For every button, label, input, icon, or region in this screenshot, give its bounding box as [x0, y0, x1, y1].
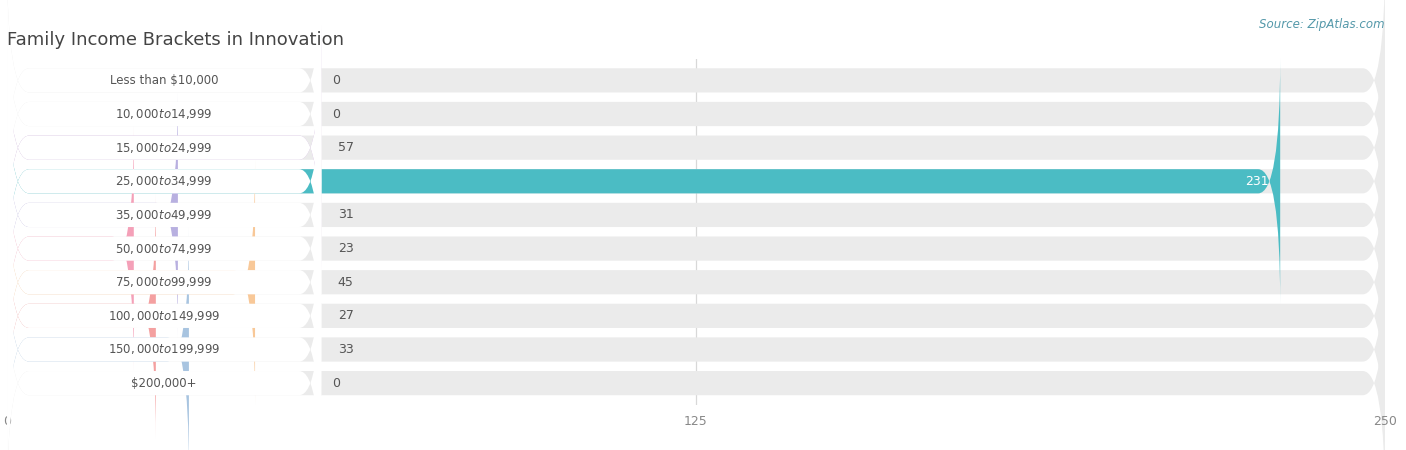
FancyBboxPatch shape: [7, 227, 1385, 450]
Text: 31: 31: [337, 208, 353, 221]
Text: Family Income Brackets in Innovation: Family Income Brackets in Innovation: [7, 31, 344, 49]
FancyBboxPatch shape: [7, 160, 321, 405]
Text: 33: 33: [337, 343, 353, 356]
Text: $75,000 to $99,999: $75,000 to $99,999: [115, 275, 212, 289]
Text: 27: 27: [337, 309, 353, 322]
FancyBboxPatch shape: [7, 93, 1385, 338]
Text: Less than $10,000: Less than $10,000: [110, 74, 218, 87]
Text: 0: 0: [332, 74, 340, 87]
FancyBboxPatch shape: [7, 227, 321, 450]
Text: 57: 57: [337, 141, 354, 154]
Text: $150,000 to $199,999: $150,000 to $199,999: [108, 342, 221, 356]
Text: 23: 23: [337, 242, 353, 255]
FancyBboxPatch shape: [7, 0, 1385, 203]
FancyBboxPatch shape: [7, 93, 321, 338]
Text: 45: 45: [337, 276, 353, 289]
Text: Source: ZipAtlas.com: Source: ZipAtlas.com: [1260, 18, 1385, 31]
FancyBboxPatch shape: [7, 261, 1385, 450]
FancyBboxPatch shape: [7, 160, 254, 405]
Text: 231: 231: [1246, 175, 1270, 188]
FancyBboxPatch shape: [7, 194, 321, 438]
FancyBboxPatch shape: [7, 25, 1385, 270]
FancyBboxPatch shape: [7, 227, 188, 450]
Text: $25,000 to $34,999: $25,000 to $34,999: [115, 174, 212, 188]
FancyBboxPatch shape: [7, 0, 321, 203]
FancyBboxPatch shape: [7, 25, 321, 270]
FancyBboxPatch shape: [7, 25, 321, 270]
FancyBboxPatch shape: [7, 126, 134, 371]
FancyBboxPatch shape: [7, 126, 321, 371]
Text: 0: 0: [332, 108, 340, 121]
Text: $200,000+: $200,000+: [131, 377, 197, 390]
Text: $15,000 to $24,999: $15,000 to $24,999: [115, 141, 212, 155]
Text: $50,000 to $74,999: $50,000 to $74,999: [115, 242, 212, 256]
FancyBboxPatch shape: [7, 126, 1385, 371]
FancyBboxPatch shape: [7, 194, 156, 438]
FancyBboxPatch shape: [7, 59, 1281, 304]
Text: $100,000 to $149,999: $100,000 to $149,999: [108, 309, 221, 323]
FancyBboxPatch shape: [7, 93, 179, 338]
FancyBboxPatch shape: [7, 59, 321, 304]
FancyBboxPatch shape: [7, 160, 1385, 405]
FancyBboxPatch shape: [7, 261, 321, 450]
Text: $35,000 to $49,999: $35,000 to $49,999: [115, 208, 212, 222]
FancyBboxPatch shape: [7, 0, 321, 236]
FancyBboxPatch shape: [7, 0, 1385, 236]
Text: 0: 0: [332, 377, 340, 390]
FancyBboxPatch shape: [7, 194, 1385, 438]
Text: $10,000 to $14,999: $10,000 to $14,999: [115, 107, 212, 121]
FancyBboxPatch shape: [7, 59, 1385, 304]
